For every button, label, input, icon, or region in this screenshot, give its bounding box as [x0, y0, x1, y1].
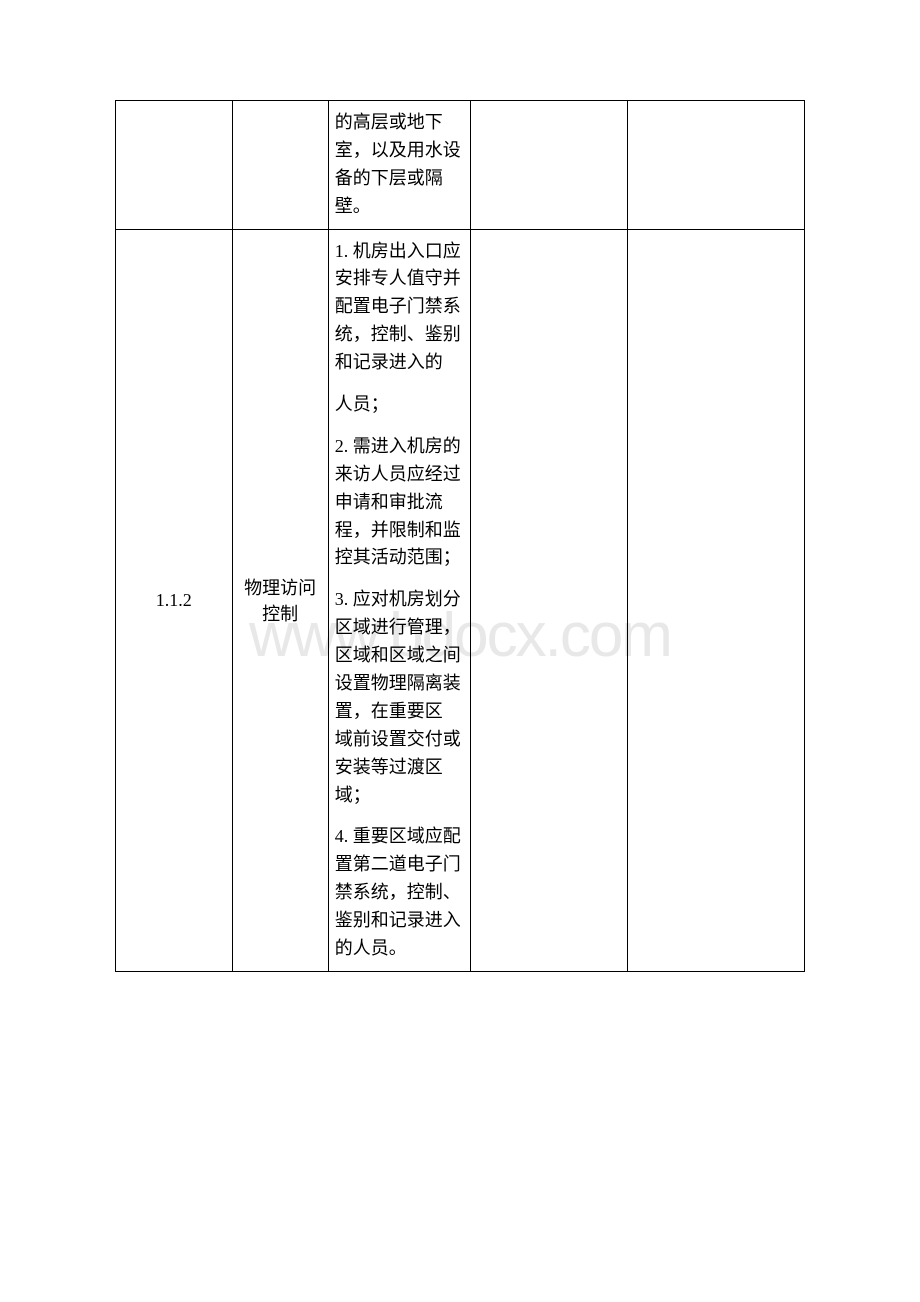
- row1-col2: [232, 101, 328, 230]
- row2-col4: [470, 229, 627, 971]
- row1-col5: [627, 101, 804, 230]
- requirement-item-2: 2. 需进入机房的来访人员应经过申请和审批流程，并限制和监控其活动范围；: [335, 433, 464, 572]
- security-requirements-table: 的高层或地下室，以及用水设备的下层或隔壁。 1.1.2 物理访问控制 1. 机房…: [115, 100, 805, 972]
- row1-content: 的高层或地下室，以及用水设备的下层或隔壁。: [335, 109, 464, 221]
- row2-content: 1. 机房出入口应安排专人值守并配置电子门禁系统，控制、鉴别和记录进入的 人员；…: [335, 238, 464, 963]
- table-row: 的高层或地下室，以及用水设备的下层或隔壁。: [116, 101, 805, 230]
- row2-col2-category: 物理访问控制: [232, 229, 328, 971]
- item-3-text: 3. 应对机房划分区域进行管理，区域和区域之间设置物理隔离装置，在重要区 域前设…: [335, 589, 461, 804]
- requirement-item-4: 4. 重要区域应配置第二道电子门禁系统，控制、鉴别和记录进入的人员。: [335, 823, 464, 962]
- row1-col4: [470, 101, 627, 230]
- item-4-text: 4. 重要区域应配置第二道电子门禁系统，控制、鉴别和记录进入的人员。: [335, 826, 461, 958]
- requirement-item-1b: 人员；: [335, 391, 464, 419]
- row2-col3-requirements: 1. 机房出入口应安排专人值守并配置电子门禁系统，控制、鉴别和记录进入的 人员；…: [328, 229, 470, 971]
- row2-col1-section-number: 1.1.2: [116, 229, 233, 971]
- requirement-item-3: 3. 应对机房划分区域进行管理，区域和区域之间设置物理隔离装置，在重要区 域前设…: [335, 586, 464, 809]
- item-1-text: 1. 机房出入口应安排专人值守并配置电子门禁系统，控制、鉴别和记录进入的: [335, 241, 461, 373]
- requirement-item-1: 1. 机房出入口应安排专人值守并配置电子门禁系统，控制、鉴别和记录进入的: [335, 238, 464, 377]
- row1-col1: [116, 101, 233, 230]
- item-2-text: 2. 需进入机房的来访人员应经过申请和审批流程，并限制和监控其活动范围；: [335, 436, 461, 568]
- item-1b-text: 人员；: [335, 394, 389, 414]
- table-row: 1.1.2 物理访问控制 1. 机房出入口应安排专人值守并配置电子门禁系统，控制…: [116, 229, 805, 971]
- row2-col5: [627, 229, 804, 971]
- row1-col3: 的高层或地下室，以及用水设备的下层或隔壁。: [328, 101, 470, 230]
